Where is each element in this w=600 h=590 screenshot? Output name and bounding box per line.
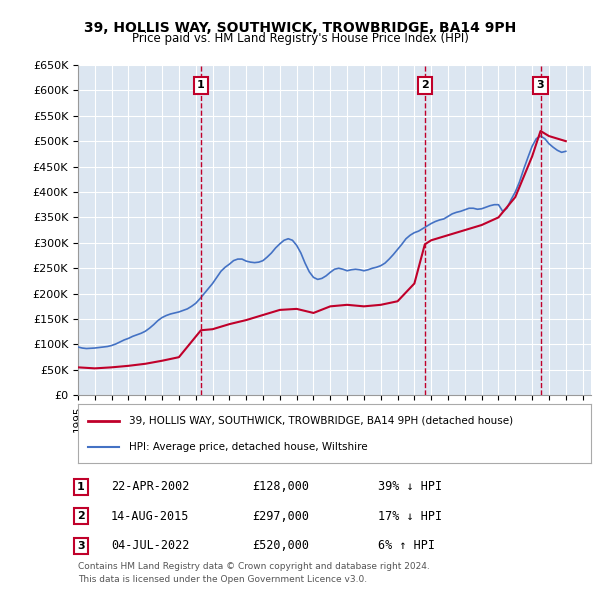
Text: 1: 1 <box>77 482 85 491</box>
Text: 3: 3 <box>537 80 544 90</box>
Text: 17% ↓ HPI: 17% ↓ HPI <box>378 510 442 523</box>
Text: 2: 2 <box>421 80 428 90</box>
Text: £520,000: £520,000 <box>252 539 309 552</box>
Text: Contains HM Land Registry data © Crown copyright and database right 2024.: Contains HM Land Registry data © Crown c… <box>78 562 430 571</box>
Text: 6% ↑ HPI: 6% ↑ HPI <box>378 539 435 552</box>
Text: 14-AUG-2015: 14-AUG-2015 <box>111 510 190 523</box>
Text: 39, HOLLIS WAY, SOUTHWICK, TROWBRIDGE, BA14 9PH (detached house): 39, HOLLIS WAY, SOUTHWICK, TROWBRIDGE, B… <box>130 416 514 425</box>
Text: 1: 1 <box>197 80 205 90</box>
Text: 2: 2 <box>77 512 85 521</box>
Text: £128,000: £128,000 <box>252 480 309 493</box>
Text: 04-JUL-2022: 04-JUL-2022 <box>111 539 190 552</box>
Text: HPI: Average price, detached house, Wiltshire: HPI: Average price, detached house, Wilt… <box>130 442 368 451</box>
Text: 39% ↓ HPI: 39% ↓ HPI <box>378 480 442 493</box>
Text: £297,000: £297,000 <box>252 510 309 523</box>
Text: Price paid vs. HM Land Registry's House Price Index (HPI): Price paid vs. HM Land Registry's House … <box>131 32 469 45</box>
Text: 39, HOLLIS WAY, SOUTHWICK, TROWBRIDGE, BA14 9PH: 39, HOLLIS WAY, SOUTHWICK, TROWBRIDGE, B… <box>84 21 516 35</box>
Text: This data is licensed under the Open Government Licence v3.0.: This data is licensed under the Open Gov… <box>78 575 367 584</box>
Text: 22-APR-2002: 22-APR-2002 <box>111 480 190 493</box>
Text: 3: 3 <box>77 541 85 550</box>
